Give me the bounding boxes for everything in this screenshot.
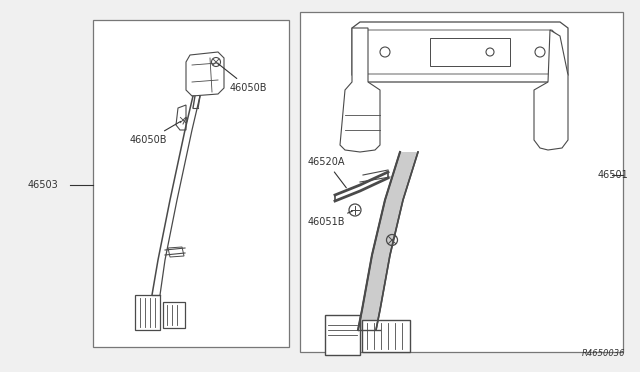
Polygon shape: [176, 105, 186, 130]
Polygon shape: [325, 315, 360, 355]
Polygon shape: [534, 30, 568, 150]
Bar: [430, 38, 510, 66]
Text: 46050B: 46050B: [130, 121, 180, 145]
Polygon shape: [362, 320, 410, 352]
Text: 46050B: 46050B: [218, 64, 268, 93]
Text: 46501: 46501: [597, 170, 628, 180]
Text: 46520A: 46520A: [308, 157, 346, 188]
Bar: [300, 12, 623, 352]
Polygon shape: [358, 152, 418, 330]
Text: 46503: 46503: [28, 180, 59, 190]
Bar: [93, 20, 289, 347]
Polygon shape: [163, 302, 185, 328]
Text: 46051B: 46051B: [308, 211, 353, 227]
Polygon shape: [340, 28, 380, 152]
Polygon shape: [135, 295, 160, 330]
Text: R4650036: R4650036: [582, 349, 625, 358]
Polygon shape: [352, 22, 568, 82]
